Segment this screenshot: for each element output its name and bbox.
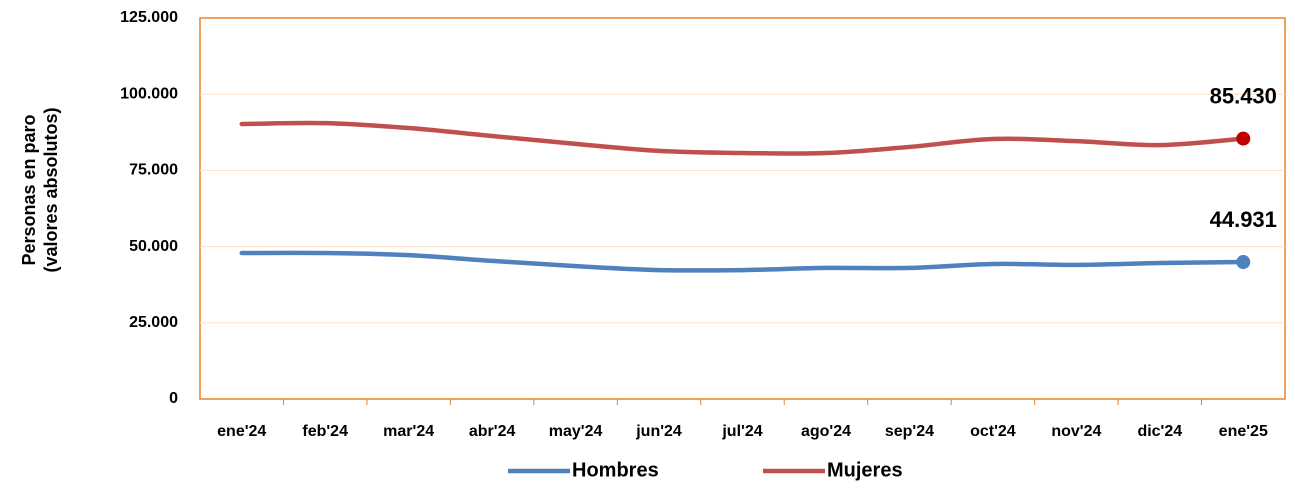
x-tick-label: oct'24 xyxy=(970,423,1016,440)
x-tick-label: abr'24 xyxy=(469,423,516,440)
x-tick-label: mar'24 xyxy=(383,423,434,440)
x-tick-label: may'24 xyxy=(549,423,603,440)
x-tick-label: ago'24 xyxy=(801,423,851,440)
data-label: 44.931 xyxy=(1210,207,1277,232)
x-tick-label: ene'25 xyxy=(1219,423,1268,440)
x-tick-label: nov'24 xyxy=(1051,423,1101,440)
data-label: 85.430 xyxy=(1210,83,1277,108)
legend-label: Hombres xyxy=(572,459,659,481)
y-tick-label: 0 xyxy=(169,390,178,407)
x-tick-label: jun'24 xyxy=(635,423,682,440)
y-tick-label: 75.000 xyxy=(129,162,178,179)
legend-label: Mujeres xyxy=(827,459,903,481)
x-tick-label: jul'24 xyxy=(721,423,762,440)
x-tick-label: ene'24 xyxy=(217,423,266,440)
end-marker xyxy=(1236,131,1251,146)
series-line xyxy=(239,250,1246,273)
y-tick-label: 100.000 xyxy=(120,85,178,102)
series-line xyxy=(239,120,1246,156)
y-axis-label: Personas en paro xyxy=(19,114,39,265)
y-tick-label: 125.000 xyxy=(120,9,178,26)
x-tick-label: feb'24 xyxy=(302,423,348,440)
x-tick-label: dic'24 xyxy=(1137,423,1182,440)
y-tick-label: 50.000 xyxy=(129,238,178,255)
y-tick-label: 25.000 xyxy=(129,314,178,331)
y-axis-label: (valores absolutos) xyxy=(41,107,61,272)
x-tick-label: sep'24 xyxy=(885,423,934,440)
plot-border xyxy=(199,17,1286,400)
end-marker xyxy=(1236,255,1251,270)
